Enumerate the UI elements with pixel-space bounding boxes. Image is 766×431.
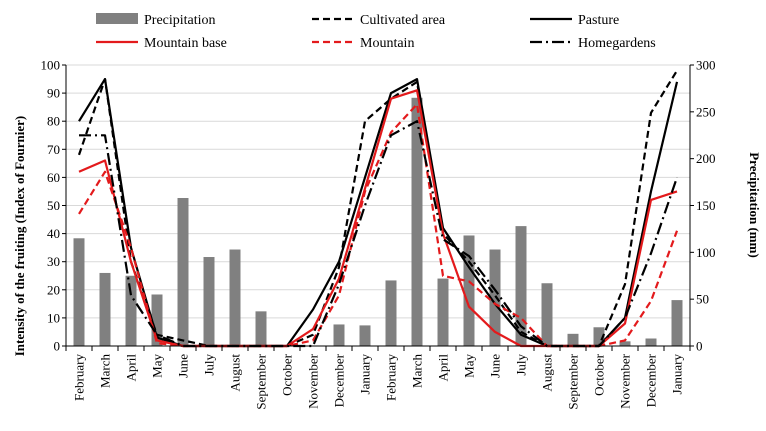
legend-label: Precipitation — [144, 13, 216, 28]
gridlines — [66, 64, 690, 319]
right-tick-label: 50 — [696, 292, 709, 307]
precipitation-bar — [593, 327, 605, 346]
precipitation-bar — [385, 280, 397, 346]
left-tick-label: 50 — [47, 198, 60, 213]
x-category-label: September — [254, 353, 269, 409]
legend-label: Mountain base — [144, 36, 227, 51]
y2-axis-label: Precipitation (mm) — [747, 152, 762, 258]
left-tick-label: 20 — [47, 282, 60, 297]
x-category-label: August — [228, 354, 243, 392]
precipitation-bar — [177, 198, 189, 346]
series-line-cultivated-area — [77, 70, 678, 348]
precipitation-bar — [437, 278, 449, 346]
y-axis-label: Intensity of the fruiting (Index of Four… — [12, 116, 27, 357]
precipitation-bar — [567, 333, 579, 346]
precipitation-bar — [515, 226, 527, 346]
legend-swatch — [96, 13, 138, 24]
x-category-label: November — [306, 353, 321, 409]
legend-label: Cultivated area — [360, 13, 446, 28]
right-tick-label: 200 — [696, 151, 716, 166]
left-tick-label: 70 — [47, 142, 60, 157]
left-tick-label: 100 — [41, 58, 61, 73]
x-category-label: October — [280, 353, 295, 396]
left-tick-label: 30 — [47, 254, 60, 269]
x-category-label: August — [540, 354, 555, 392]
legend-item-mountain-base: Mountain base — [96, 36, 227, 51]
x-category-label: July — [514, 354, 529, 376]
x-category-label: September — [566, 353, 581, 409]
left-tick-label: 90 — [47, 86, 60, 101]
right-tick-label: 0 — [696, 339, 703, 354]
x-category-label: January — [670, 354, 685, 395]
x-category-label: March — [410, 354, 425, 388]
right-tick-label: 250 — [696, 104, 716, 119]
legend: Precipitation Cultivated area Pasture Mount… — [96, 13, 656, 51]
precipitation-bar — [125, 275, 137, 346]
left-tick-label: 60 — [47, 170, 60, 185]
precipitation-bar — [99, 272, 111, 346]
legend-label: Homegardens — [578, 36, 656, 51]
precipitation-bars — [73, 97, 683, 347]
left-tick-label: 10 — [47, 310, 60, 325]
x-category-label: November — [618, 353, 633, 409]
precipitation-bar — [619, 341, 631, 346]
precipitation-bar — [645, 338, 657, 346]
x-category-label: December — [644, 353, 659, 407]
x-category-label: December — [332, 353, 347, 407]
precipitation-bar — [411, 97, 423, 347]
right-axis-ticks: 0 50 100 150 200 250 300 — [690, 58, 716, 354]
precipitation-bar — [203, 257, 215, 346]
legend-item-mountain: Mountain — [312, 36, 414, 51]
left-tick-label: 40 — [47, 226, 60, 241]
right-tick-label: 300 — [696, 58, 716, 73]
x-category-label: October — [592, 353, 607, 396]
left-tick-label: 80 — [47, 114, 60, 129]
legend-item-cultivated-area: Cultivated area — [312, 13, 446, 28]
x-category-label: May — [462, 354, 477, 378]
precipitation-bar — [463, 235, 475, 346]
legend-item-pasture: Pasture — [530, 13, 619, 28]
precipitation-bar — [255, 311, 267, 346]
x-category-label: February — [384, 354, 399, 401]
x-category-label: June — [176, 354, 191, 378]
legend-item-homegardens: Homegardens — [530, 36, 656, 51]
x-category-label: June — [488, 354, 503, 378]
precipitation-bar — [489, 249, 501, 346]
x-category-label: April — [436, 354, 451, 382]
legend-item-precipitation: Precipitation — [96, 13, 216, 28]
x-category-label: March — [98, 354, 113, 388]
legend-label: Mountain — [360, 36, 414, 51]
x-category-label: February — [72, 354, 87, 401]
x-axis-ticks: February March April May June July August Septe… — [65, 346, 691, 410]
left-axis-ticks: 0 10 20 30 40 50 60 70 80 90 100 — [41, 58, 66, 354]
legend-label: Pasture — [578, 13, 619, 28]
x-category-label: January — [358, 354, 373, 395]
x-category-label: May — [150, 354, 165, 378]
series-line-pasture — [78, 77, 679, 348]
right-tick-label: 150 — [696, 198, 716, 213]
x-category-label: July — [202, 354, 217, 376]
precipitation-bar — [151, 294, 163, 346]
precipitation-bar — [541, 283, 553, 346]
x-category-label: April — [124, 354, 139, 382]
series-line-mountain-base — [78, 89, 678, 348]
precipitation-bar — [229, 249, 241, 346]
right-tick-label: 100 — [696, 245, 716, 260]
precipitation-bar — [73, 238, 85, 346]
precipitation-bar — [671, 300, 683, 346]
series-lines — [77, 70, 679, 348]
left-tick-label: 0 — [54, 339, 61, 354]
precipitation-bar — [359, 325, 371, 346]
precipitation-bar — [333, 324, 345, 346]
